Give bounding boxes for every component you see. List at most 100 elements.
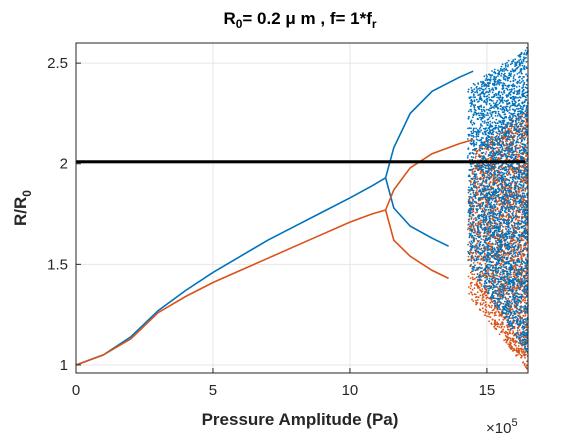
chaos-point-max bbox=[524, 124, 527, 127]
chaos-point-max bbox=[478, 266, 481, 269]
chaos-point-min bbox=[474, 167, 477, 170]
chaos-point-max bbox=[473, 221, 475, 224]
chaos-point-max bbox=[500, 180, 503, 183]
chaos-point-max bbox=[502, 121, 505, 124]
chaos-point-min bbox=[500, 251, 502, 254]
chaos-point-min bbox=[484, 304, 486, 307]
chaos-point-min bbox=[511, 332, 514, 335]
chaos-point-max bbox=[498, 220, 501, 223]
chaos-point-max bbox=[516, 180, 519, 183]
chaos-point-max bbox=[489, 236, 492, 239]
title-r0: R bbox=[223, 9, 235, 28]
chaos-point-max bbox=[467, 189, 470, 191]
chaos-point-max bbox=[487, 213, 489, 216]
chaos-point-max bbox=[483, 174, 486, 177]
chaos-point-max bbox=[469, 102, 472, 105]
chaos-point-max bbox=[485, 176, 488, 179]
chaos-point-max bbox=[507, 201, 510, 203]
chaos-point-max bbox=[489, 214, 492, 217]
chaos-point-min bbox=[481, 303, 484, 306]
chaos-point-max bbox=[524, 312, 526, 314]
chaos-point-min bbox=[477, 296, 480, 299]
chaos-point-min bbox=[467, 220, 470, 223]
chaos-point-max bbox=[484, 196, 487, 199]
chaos-point-max bbox=[500, 177, 502, 180]
chaos-point-min bbox=[479, 182, 481, 185]
chaos-point-max bbox=[512, 154, 515, 157]
chaos-point-max bbox=[474, 177, 477, 180]
chaos-point-min bbox=[481, 208, 484, 211]
chaos-point-max bbox=[503, 252, 506, 255]
chaos-point-max bbox=[518, 119, 521, 121]
chaos-point-max bbox=[517, 173, 520, 176]
chaos-point-max bbox=[496, 289, 499, 292]
chaos-point-max bbox=[524, 49, 527, 52]
chaos-point-min bbox=[509, 332, 511, 335]
chaos-point-max bbox=[495, 250, 498, 253]
chaos-point-max bbox=[495, 255, 498, 258]
chaos-point-max bbox=[496, 175, 499, 177]
chaos-point-min bbox=[523, 279, 526, 282]
chaos-point-max bbox=[488, 259, 490, 261]
chaos-point-min bbox=[475, 190, 478, 192]
chaos-point-max bbox=[469, 222, 472, 224]
chaos-point-max bbox=[474, 195, 476, 198]
chaos-point-max bbox=[507, 228, 510, 231]
chaos-point-max bbox=[511, 298, 514, 301]
chaos-point-min bbox=[494, 236, 497, 238]
chaos-point-max bbox=[522, 341, 524, 344]
chaos-point-min bbox=[470, 281, 473, 284]
chaos-point-min bbox=[496, 177, 499, 180]
chaos-point-min bbox=[503, 326, 506, 328]
chaos-point-max bbox=[516, 113, 519, 116]
chaos-point-max bbox=[498, 171, 501, 174]
chaos-point-max bbox=[492, 181, 495, 184]
chaos-point-max bbox=[523, 56, 525, 59]
chaos-point-max bbox=[475, 143, 477, 146]
chaos-point-max bbox=[488, 96, 490, 99]
chaos-point-min bbox=[521, 113, 524, 116]
chaos-point-max bbox=[487, 263, 490, 266]
chaos-point-min bbox=[518, 155, 520, 158]
chaos-point-min bbox=[487, 311, 490, 313]
chaos-point-min bbox=[471, 273, 474, 276]
chaos-point-max bbox=[480, 196, 482, 199]
chaos-point-max bbox=[495, 225, 498, 228]
chaos-point-max bbox=[483, 256, 485, 259]
chaos-point-max bbox=[523, 278, 526, 280]
chaos-point-max bbox=[513, 188, 516, 191]
chaos-point-min bbox=[479, 220, 482, 222]
chaos-point-max bbox=[470, 134, 473, 137]
chaos-point-max bbox=[519, 55, 522, 58]
chaos-point-max bbox=[525, 278, 527, 280]
chaos-point-min bbox=[492, 195, 495, 198]
chaos-point-max bbox=[523, 227, 525, 230]
chaos-point-max bbox=[504, 296, 507, 299]
chaos-point-max bbox=[517, 327, 519, 330]
chaos-point-max bbox=[490, 224, 493, 227]
chaos-point-max bbox=[476, 269, 479, 271]
chaos-point-max bbox=[513, 297, 516, 300]
chaos-point-max bbox=[470, 105, 472, 107]
chaos-point-max bbox=[487, 121, 489, 124]
chaos-point-max bbox=[483, 282, 486, 285]
chaos-point-max bbox=[481, 114, 483, 116]
chaos-point-min bbox=[475, 284, 478, 286]
chaos-point-min bbox=[482, 299, 485, 302]
chaos-point-min bbox=[500, 253, 503, 256]
chaos-point-min bbox=[507, 332, 509, 335]
chaos-point-max bbox=[521, 192, 524, 195]
chaos-point-max bbox=[524, 173, 527, 176]
chaos-point-max bbox=[513, 87, 516, 90]
chaos-point-max bbox=[513, 175, 516, 178]
chaos-point-max bbox=[517, 81, 520, 83]
chaos-point-max bbox=[475, 259, 478, 262]
chaos-point-max bbox=[492, 197, 495, 200]
chaos-point-min bbox=[524, 297, 526, 300]
chaos-point-min bbox=[471, 288, 474, 291]
chaos-point-max bbox=[520, 130, 522, 133]
chaos-point-max bbox=[514, 178, 517, 180]
chaos-point-max bbox=[507, 244, 510, 246]
chaos-point-min bbox=[489, 243, 492, 245]
chaos-point-max bbox=[508, 150, 511, 153]
